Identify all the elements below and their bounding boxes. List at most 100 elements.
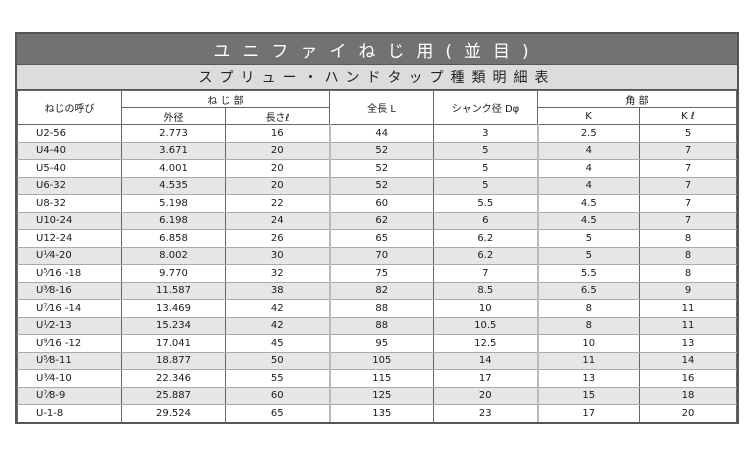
- table-row: U8-32 5.198 22 60 5.5 4.5 7: [17, 194, 737, 213]
- cell-k: 4: [537, 142, 641, 160]
- cell-shank-diameter: 5: [433, 142, 539, 160]
- cell-k: 11: [537, 352, 641, 370]
- cell-name: U⁷⁄16 -14: [17, 299, 122, 318]
- header-outer-diameter: 外径: [121, 107, 226, 125]
- cell-kl: 11: [639, 299, 737, 318]
- cell-outer-diameter: 4.001: [121, 159, 226, 178]
- tap-spec-table-frame: ユニファイねじ用(並目) スプリュー・ハンドタップ種類明細表 ねじの呼び ね じ…: [15, 32, 739, 424]
- cell-kl: 7: [639, 212, 737, 230]
- cell-outer-diameter: 25.887: [121, 387, 226, 405]
- cell-kl: 14: [639, 352, 737, 370]
- cell-total-length: 115: [329, 369, 435, 388]
- cell-kl: 8: [639, 247, 737, 265]
- cell-thread-length: 20: [224, 159, 331, 178]
- cell-total-length: 125: [329, 387, 435, 405]
- cell-outer-diameter: 6.198: [121, 212, 226, 230]
- cell-kl: 11: [639, 317, 737, 335]
- spec-table: ねじの呼び ね じ 部 全長 L シャンク径 Dφ 角 部 外径 長さℓ K K…: [17, 90, 737, 422]
- cell-kl: 7: [639, 194, 737, 213]
- cell-name: U¹⁄2-13: [17, 317, 122, 335]
- cell-name: U³⁄4-10: [17, 369, 122, 388]
- cell-thread-length: 32: [224, 264, 331, 283]
- cell-name: U2-56: [17, 124, 122, 143]
- cell-kl: 7: [639, 142, 737, 160]
- table-row: U³⁄8-16 11.587 38 82 8.5 6.5 9: [17, 282, 737, 300]
- cell-thread-length: 65: [224, 404, 331, 422]
- table-row: U¹⁄2-13 15.234 42 88 10.5 8 11: [17, 317, 737, 335]
- cell-k: 8: [537, 317, 641, 335]
- cell-total-length: 88: [329, 317, 435, 335]
- cell-shank-diameter: 14: [433, 352, 539, 370]
- table-row: U⁵⁄16 -18 9.770 32 75 7 5.5 8: [17, 264, 737, 283]
- cell-thread-length: 22: [224, 194, 331, 213]
- cell-thread-length: 20: [224, 177, 331, 195]
- header-square-group: 角 部: [537, 90, 737, 108]
- cell-outer-diameter: 4.535: [121, 177, 226, 195]
- cell-name: U⁵⁄8-11: [17, 352, 122, 370]
- cell-name: U⁹⁄16 -12: [17, 334, 122, 353]
- cell-shank-diameter: 12.5: [433, 334, 539, 353]
- cell-outer-diameter: 18.877: [121, 352, 226, 370]
- cell-thread-length: 16: [224, 124, 331, 143]
- cell-thread-length: 26: [224, 229, 331, 248]
- header-thread-length: 長さℓ: [224, 107, 331, 125]
- cell-shank-diameter: 6: [433, 212, 539, 230]
- cell-kl: 8: [639, 229, 737, 248]
- header-thread-group: ね じ 部: [120, 90, 331, 108]
- cell-total-length: 105: [329, 352, 435, 370]
- cell-k: 2.5: [537, 124, 641, 143]
- table-title: ユニファイねじ用(並目): [17, 34, 737, 65]
- table-subtitle: スプリュー・ハンドタップ種類明細表: [17, 65, 737, 90]
- cell-total-length: 52: [329, 142, 435, 160]
- table-row: U4-40 3.671 20 52 5 4 7: [17, 142, 737, 160]
- table-row: U2-56 2.773 16 44 3 2.5 5: [17, 124, 737, 143]
- cell-kl: 16: [639, 369, 737, 388]
- table-row: U³⁄4-10 22.346 55 115 17 13 16: [17, 369, 737, 388]
- cell-outer-diameter: 17.041: [121, 334, 226, 353]
- cell-kl: 7: [639, 177, 737, 195]
- cell-shank-diameter: 3: [433, 124, 539, 143]
- cell-total-length: 52: [329, 177, 435, 195]
- cell-outer-diameter: 13.469: [121, 299, 226, 318]
- cell-total-length: 88: [329, 299, 435, 318]
- cell-name: U⁵⁄16 -18: [17, 264, 122, 283]
- cell-shank-diameter: 20: [433, 387, 539, 405]
- table-row: U⁷⁄16 -14 13.469 42 88 10 8 11: [17, 299, 737, 318]
- cell-outer-diameter: 22.346: [121, 369, 226, 388]
- cell-outer-diameter: 2.773: [121, 124, 226, 143]
- cell-thread-length: 30: [224, 247, 331, 265]
- cell-outer-diameter: 15.234: [121, 317, 226, 335]
- cell-outer-diameter: 29.524: [121, 404, 226, 422]
- cell-name: U³⁄8-16: [17, 282, 122, 300]
- cell-outer-diameter: 5.198: [121, 194, 226, 213]
- cell-outer-diameter: 6.858: [121, 229, 226, 248]
- cell-name: U10-24: [17, 212, 122, 230]
- cell-name: U-1-8: [17, 404, 122, 422]
- cell-total-length: 82: [329, 282, 435, 300]
- cell-total-length: 70: [329, 247, 435, 265]
- table-row: U12-24 6.858 26 65 6.2 5 8: [17, 229, 737, 248]
- cell-name: U5-40: [17, 159, 122, 178]
- table-row: U⁷⁄8-9 25.887 60 125 20 15 18: [17, 387, 737, 405]
- header-kl: K ℓ: [639, 107, 737, 125]
- table-row: U¹⁄4-20 8.002 30 70 6.2 5 8: [17, 247, 737, 265]
- cell-shank-diameter: 7: [433, 264, 539, 283]
- cell-kl: 13: [639, 334, 737, 353]
- header-total-length: 全長 L: [329, 90, 435, 125]
- cell-shank-diameter: 5: [433, 177, 539, 195]
- cell-total-length: 65: [329, 229, 435, 248]
- cell-k: 4: [537, 159, 641, 178]
- cell-thread-length: 45: [224, 334, 331, 353]
- cell-total-length: 60: [329, 194, 435, 213]
- header-k: K: [537, 107, 641, 125]
- table-row: U6-32 4.535 20 52 5 4 7: [17, 177, 737, 195]
- cell-thread-length: 55: [224, 369, 331, 388]
- cell-k: 15: [537, 387, 641, 405]
- cell-k: 4: [537, 177, 641, 195]
- cell-k: 10: [537, 334, 641, 353]
- cell-k: 8: [537, 299, 641, 318]
- cell-outer-diameter: 3.671: [121, 142, 226, 160]
- cell-kl: 9: [639, 282, 737, 300]
- cell-shank-diameter: 10: [433, 299, 539, 318]
- cell-kl: 5: [639, 124, 737, 143]
